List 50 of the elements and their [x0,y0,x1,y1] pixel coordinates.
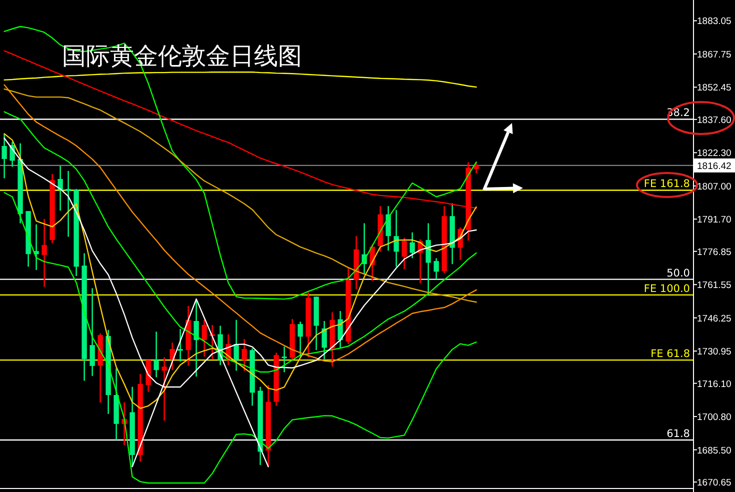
candlestick [322,320,327,360]
y-tick-label: 1883.05 [697,16,732,28]
candlestick [298,320,303,358]
y-tick-label: 1761.55 [697,280,732,292]
annotation: 61.8 [666,428,690,440]
candlestick [242,338,247,372]
candlestick [194,298,199,378]
candlestick [434,258,439,280]
y-tick-label: 1807.00 [697,181,732,192]
line-series [4,72,477,88]
candlestick [386,205,391,252]
line-series [4,192,477,484]
candlestick [426,222,431,296]
ref-line-label: 1816.42 [697,160,732,172]
y-tick-label: 1716.10 [697,378,732,390]
candlestick [2,132,7,179]
candlestick [66,170,71,238]
candlestick [162,356,167,422]
ref-line-label: FE 100.0 [644,282,690,295]
candlestick [42,218,47,288]
candlestick [474,162,479,174]
candlestick [58,165,63,212]
y-tick-label: 1867.75 [697,49,732,60]
candlestick [202,319,207,358]
y-tick-label: 1670.65 [697,478,732,489]
text: 国际黄金伦敦金日线图 [62,42,302,70]
candlestick [234,319,239,372]
y-tick-label: 1685.50 [697,445,732,456]
candlestick [338,310,343,350]
candlestick [154,330,159,378]
candlestick [402,237,407,270]
y-tick-label: 1822.30 [697,148,732,160]
ref-line-label: FE 161.8 [644,178,690,190]
line-series [4,26,477,300]
line-series [4,88,477,303]
candlestick [394,209,399,268]
y-tick-label: 1852.45 [697,82,732,94]
candlestick [282,346,287,373]
y-tick-label: 1730.95 [697,346,732,358]
candlestick [170,342,175,371]
y-tick-label: 1776.85 [697,246,732,258]
candlestick [410,232,415,259]
y-tick-label: 1700.80 [697,412,732,424]
ref-line-label: FE 61.8 [650,348,690,360]
y-tick-label: 1837.60 [697,114,732,126]
candlestick [90,288,95,377]
candlestick [210,324,215,360]
annotation: 50.0 [666,267,690,280]
y-tick-label: 1791.70 [697,214,732,226]
y-tick-label: 1746.25 [697,313,732,324]
